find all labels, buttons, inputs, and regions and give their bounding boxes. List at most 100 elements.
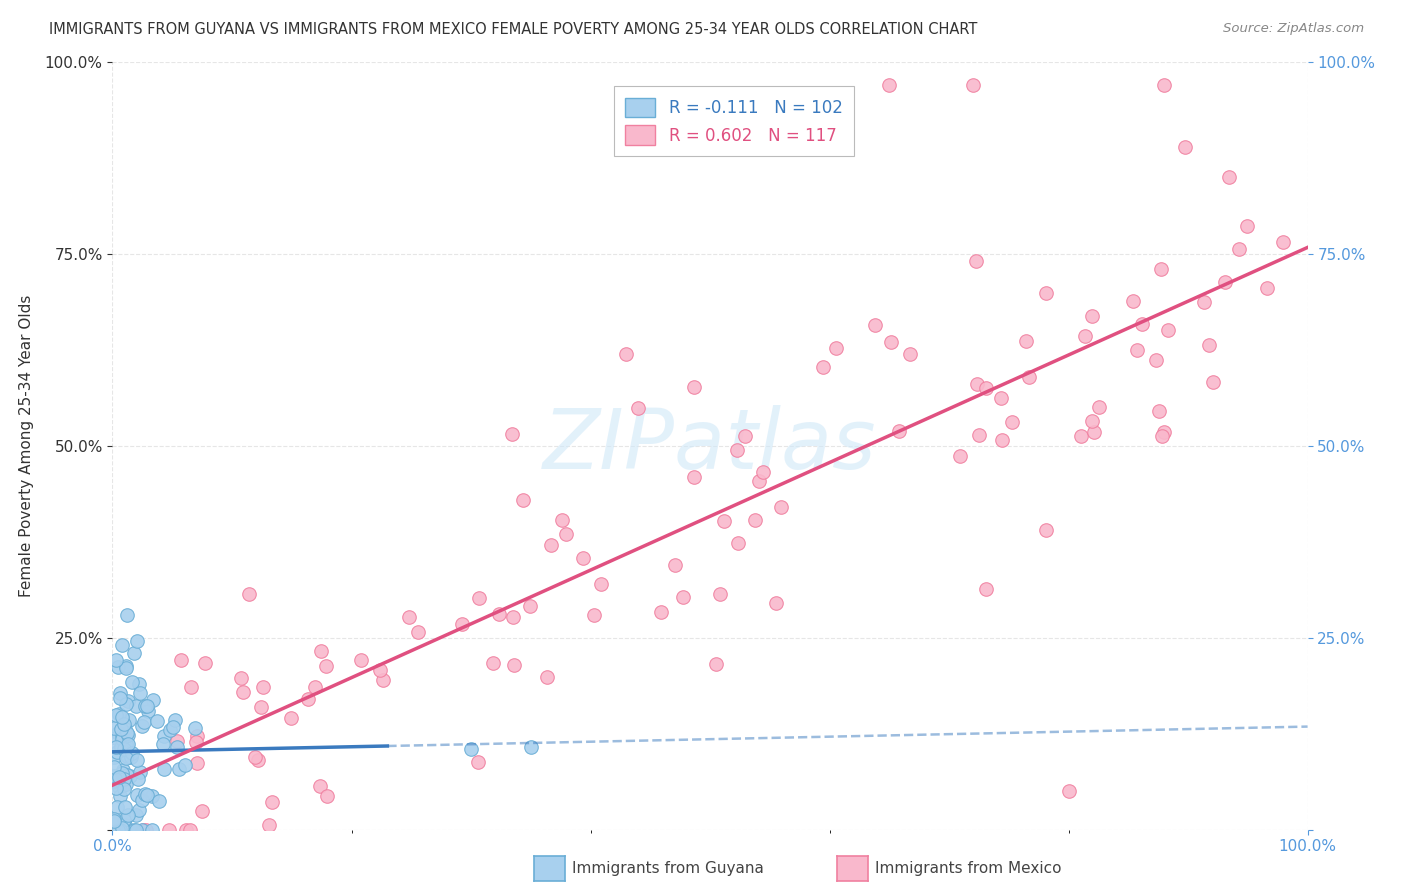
Point: [1074, 329, 1097, 343]
Point: [107, 745, 129, 759]
Point: [103, 769, 125, 783]
Point: [824, 342, 846, 356]
Point: [104, 708, 127, 723]
Point: [769, 500, 792, 515]
Point: [304, 681, 326, 695]
Point: [128, 677, 150, 691]
Point: [727, 535, 749, 549]
Point: [554, 527, 576, 541]
Point: [111, 779, 134, 793]
Point: [460, 742, 482, 756]
Point: [174, 822, 197, 837]
Point: [108, 780, 131, 794]
Point: [153, 729, 176, 743]
Point: [734, 428, 756, 442]
Point: [121, 675, 143, 690]
Point: [752, 465, 775, 479]
Point: [163, 713, 186, 727]
Point: [105, 780, 128, 795]
Point: [115, 607, 138, 622]
Point: [1271, 235, 1294, 249]
Point: [115, 768, 138, 782]
Point: [118, 769, 141, 783]
Point: [1087, 400, 1109, 414]
Point: [1202, 375, 1225, 389]
Point: [1018, 369, 1040, 384]
Point: [136, 704, 159, 718]
Point: [245, 750, 267, 764]
Point: [704, 657, 727, 671]
Point: [257, 817, 280, 831]
Point: [114, 722, 136, 736]
Point: [142, 692, 165, 706]
Point: [111, 765, 134, 780]
Point: [1153, 425, 1175, 439]
Point: [115, 698, 138, 712]
Point: [135, 822, 157, 837]
Point: [627, 401, 650, 415]
Point: [111, 639, 134, 653]
Point: [186, 756, 208, 770]
Point: [1236, 219, 1258, 234]
Point: [112, 781, 135, 796]
Point: [120, 750, 142, 764]
Point: [229, 671, 252, 685]
Point: [966, 376, 988, 391]
Point: [744, 512, 766, 526]
Point: [108, 690, 131, 705]
Point: [110, 739, 132, 754]
Point: [1227, 242, 1250, 256]
Point: [124, 822, 146, 837]
Point: [108, 789, 131, 804]
Point: [748, 474, 770, 488]
Point: [103, 774, 125, 789]
Point: [765, 596, 787, 610]
Point: [135, 788, 157, 802]
Point: [371, 673, 394, 687]
Point: [672, 590, 695, 604]
Point: [184, 735, 207, 749]
Point: [117, 749, 139, 764]
Point: [103, 812, 125, 826]
Point: [114, 777, 136, 791]
Point: [131, 822, 153, 837]
Point: [252, 680, 274, 694]
Point: [131, 718, 153, 732]
Point: [125, 808, 148, 822]
Point: [520, 740, 543, 755]
Point: [134, 788, 156, 802]
Point: [114, 799, 136, 814]
Point: [811, 359, 834, 374]
Point: [311, 644, 333, 658]
Point: [1015, 334, 1038, 349]
Point: [1149, 403, 1171, 417]
Point: [134, 699, 156, 714]
Point: [969, 427, 991, 442]
Point: [104, 653, 127, 667]
Point: [110, 822, 132, 837]
Point: [1153, 78, 1175, 93]
Point: [664, 558, 686, 573]
Point: [247, 753, 270, 767]
Point: [591, 577, 613, 591]
Point: [1152, 428, 1174, 442]
Point: [114, 813, 136, 827]
Point: [152, 737, 174, 751]
Point: [108, 707, 131, 722]
Point: [1174, 140, 1197, 154]
Point: [468, 591, 491, 605]
Point: [1194, 295, 1216, 310]
Point: [191, 804, 214, 818]
Point: [112, 741, 135, 756]
Point: [450, 616, 472, 631]
Point: [863, 318, 886, 332]
Point: [118, 713, 141, 727]
Point: [232, 685, 254, 699]
Point: [112, 717, 135, 731]
Point: [879, 334, 901, 349]
Point: [962, 78, 984, 93]
Point: [111, 709, 134, 723]
Text: ZIPatlas: ZIPatlas: [543, 406, 877, 486]
Point: [125, 753, 148, 767]
Point: [166, 734, 188, 748]
